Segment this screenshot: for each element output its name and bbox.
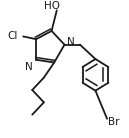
Text: Cl: Cl [8,31,18,41]
Text: HO: HO [44,1,60,11]
Text: Br: Br [108,116,120,127]
Text: N: N [67,37,75,47]
Text: N: N [25,62,32,72]
